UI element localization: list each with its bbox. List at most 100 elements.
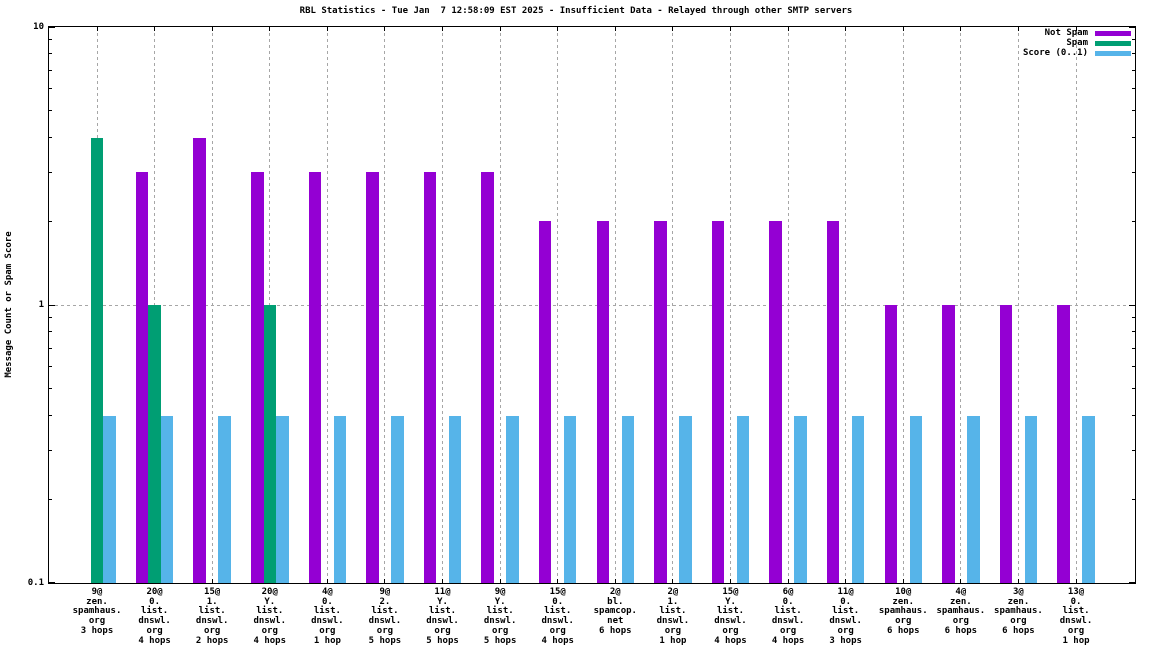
y-tick-minor-right (1132, 220, 1135, 222)
x-tick-top (845, 27, 847, 31)
x-tick-label: 9@ zen. spamhaus. org 3 hops (72, 587, 122, 636)
bar-score-0-1- (679, 415, 692, 583)
y-tick-minor-left (49, 69, 52, 71)
y-tick-minor-right (1132, 110, 1135, 112)
x-tick-top (1017, 27, 1019, 31)
y-tick-minor-left (49, 220, 52, 222)
bar-not-spam (193, 137, 206, 583)
bar-not-spam (481, 172, 494, 583)
x-tick-top (1075, 27, 1077, 31)
bar-score-0-1- (909, 415, 922, 583)
chart-title: RBL Statistics - Tue Jan 7 12:58:09 EST … (299, 6, 853, 16)
x-tick-top (499, 27, 501, 31)
bar-score-0-1- (218, 415, 231, 583)
bar-score-0-1- (506, 415, 519, 583)
x-tick-bottom (729, 579, 731, 583)
bar-not-spam (654, 221, 667, 583)
y-tick-minor-left (49, 137, 52, 139)
bar-score-0-1- (160, 415, 174, 583)
bar-score-0-1- (1082, 415, 1095, 583)
y-tick-minor-left (49, 53, 52, 55)
x-tick-bottom (384, 579, 386, 583)
bar-not-spam (596, 221, 610, 583)
legend: Not Spam Spam Score (0..1) (1023, 28, 1131, 58)
x-tick-label: 2@ bl. spamcop. net 6 hops (593, 587, 637, 636)
y-tick-minor-left (49, 347, 52, 349)
x-tick-label: 6@ 0. list. dnswl. org 4 hops (771, 587, 805, 646)
x-tick-label: 4@ 0. list. dnswl. org 1 hop (311, 587, 344, 646)
y-tick-major-left (49, 26, 55, 28)
x-tick-top (442, 27, 444, 31)
x-tick-bottom (1075, 579, 1077, 583)
x-tick-bottom (960, 579, 962, 583)
bar-score-0-1- (103, 415, 116, 583)
y-tick-major-left (49, 304, 55, 306)
x-tick-top (729, 27, 731, 31)
y-tick-minor-right (1132, 331, 1135, 333)
y-gridline-1 (49, 304, 1135, 306)
bar-not-spam (1057, 305, 1070, 583)
y-tick-minor-left (49, 110, 52, 112)
x-tick-label: 2@ 1. list. dnswl. org 1 hop (656, 587, 690, 646)
y-tick-minor-right (1132, 498, 1135, 500)
x-tick-label: 4@ zen. spamhaus. org 6 hops (936, 587, 986, 636)
y-tick-minor-right (1132, 415, 1135, 417)
y-tick-minor-right (1132, 366, 1135, 368)
bar-not-spam (251, 172, 264, 583)
bar-score-0-1- (967, 415, 980, 583)
bar-score-0-1- (391, 415, 404, 583)
x-tick-top (787, 27, 789, 31)
x-tick-bottom (614, 579, 616, 583)
y-tick-major-left (49, 581, 55, 583)
y-tick-minor-left (49, 449, 52, 451)
x-tick-top (902, 27, 904, 31)
y-tick-label: 10 (33, 22, 44, 32)
x-tick-label: 9@ Y. list. dnswl. org 5 hops (483, 587, 517, 646)
bar-score-0-1- (276, 415, 289, 583)
y-tick-minor-left (49, 88, 52, 90)
x-tick-top (269, 27, 271, 31)
y-tick-major-right (1129, 304, 1135, 306)
y-tick-minor-right (1132, 39, 1135, 41)
bar-score-0-1- (621, 415, 635, 583)
y-tick-minor-left (49, 498, 52, 500)
bar-score-0-1- (448, 415, 462, 583)
legend-label: Not Spam (1044, 28, 1088, 38)
bar-score-0-1- (736, 415, 750, 583)
legend-swatch (1095, 50, 1131, 56)
y-tick-minor-left (49, 317, 52, 319)
y-tick-minor-left (49, 39, 52, 41)
y-tick-label: 0.1 (27, 578, 44, 588)
y-tick-minor-right (1132, 53, 1135, 55)
x-tick-top (211, 27, 213, 31)
bar-not-spam (826, 221, 840, 583)
bar-score-0-1- (1024, 415, 1038, 583)
x-tick-bottom (442, 579, 444, 583)
y-tick-minor-right (1132, 449, 1135, 451)
plot-area (48, 26, 1136, 584)
y-tick-minor-right (1132, 317, 1135, 319)
bar-not-spam (942, 305, 955, 583)
y-tick-minor-left (49, 171, 52, 173)
x-tick-label: 20@ 0. list. dnswl. org 4 hops (138, 587, 171, 646)
x-tick-label: 10@ zen. spamhaus. org 6 hops (878, 587, 928, 636)
x-tick-bottom (902, 579, 904, 583)
x-tick-bottom (1017, 579, 1019, 583)
x-tick-top (960, 27, 962, 31)
y-tick-minor-right (1132, 388, 1135, 390)
x-tick-bottom (845, 579, 847, 583)
bar-score-0-1- (851, 415, 865, 583)
y-tick-major-right (1129, 26, 1135, 28)
legend-label: Spam (1066, 38, 1088, 48)
bar-not-spam (769, 221, 782, 583)
x-tick-label: 15@ 1. list. dnswl. org 2 hops (195, 587, 229, 646)
y-tick-minor-left (49, 388, 52, 390)
x-tick-label: 3@ zen. spamhaus. org 6 hops (994, 587, 1043, 636)
bar-not-spam (999, 305, 1013, 583)
x-tick-top (154, 27, 156, 31)
bar-not-spam (308, 172, 322, 583)
x-tick-top (326, 27, 328, 31)
legend-swatch (1095, 30, 1131, 36)
bar-not-spam (423, 172, 437, 583)
